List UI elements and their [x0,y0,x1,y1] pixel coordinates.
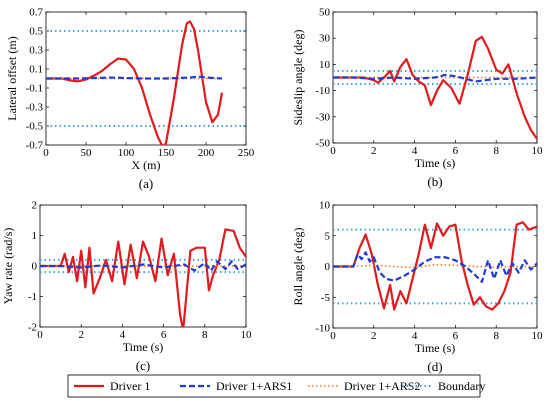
y-axis-label: Yaw rate (rad/s) [1,228,15,305]
x-axis-label: Time (s) [123,340,164,354]
y-axis-label: Sideslip angle (deg) [291,30,305,126]
legend-label: Boundary [438,379,485,393]
x-tick-label: 0 [37,329,43,341]
chart-panel-3: 0 2 4 6 8 10 -2 -1 0 1 2 Time (s) Yaw rate (rad/s) (c… [1,200,252,374]
x-tick-label: 6 [453,145,459,157]
panel-label: (d) [427,359,442,374]
x-tick-label: 2 [371,330,377,342]
chart-panel-4: 0 2 4 6 8 10 -10 -5 0 5 10 Time (s) Roll angle (deg)… [291,200,543,375]
y-tick-label: 5 [325,230,331,242]
x-tick-label: 10 [241,329,253,341]
x-tick-label: 250 [238,147,255,159]
x-tick-label: 0 [330,145,336,157]
x-tick-label: 6 [161,329,167,341]
y-tick-label: 0 [325,261,331,273]
y-axis-label: Roll angle (deg) [291,228,305,306]
legend-label: Driver 1 [110,379,150,393]
x-tick-label: 8 [493,145,499,157]
panel-label: (a) [139,176,153,191]
y-tick-label: 0 [32,261,38,273]
x-axis-label: Time (s) [415,156,456,170]
y-tick-label: -0.1 [26,83,43,95]
x-tick-label: 10 [532,145,544,157]
y-tick-label: 0.5 [29,26,43,38]
legend-label: Driver 1+ARS1 [216,379,292,393]
x-tick-label: 2 [371,145,377,157]
y-tick-label: 30 [319,33,331,45]
series-line-driver1 [333,221,537,311]
x-axis-label: Time (s) [415,341,456,355]
y-tick-label: -2 [28,322,37,334]
legend-box [67,374,481,398]
y-tick-label: 0.7 [29,7,43,19]
x-tick-label: 8 [202,329,208,341]
series-line-driver1 [40,228,246,327]
y-tick-label: 10 [319,59,331,71]
y-tick-label: -5 [321,292,331,304]
y-tick-label: -50 [315,138,330,150]
y-tick-label: 0.3 [29,45,43,57]
y-tick-label: 1 [32,230,38,242]
x-tick-label: 0 [330,330,336,342]
panel-label: (b) [427,174,442,189]
plot-lines [333,221,537,311]
y-tick-label: -1 [28,291,37,303]
y-tick-label: 50 [319,7,331,19]
plot-lines [40,228,246,327]
chart-panel-2: 0 2 4 6 8 10 -50 -30 -10 10 30 50 Time (s) Sideslip a… [291,7,543,190]
x-tick-label: 0 [43,147,49,159]
x-tick-label: 50 [81,147,93,159]
series-line-ars1 [46,75,223,80]
y-tick-label: -0.7 [26,140,44,152]
x-tick-label: 4 [120,329,126,341]
x-tick-label: 4 [412,330,418,342]
y-tick-label: -0.5 [26,121,44,133]
y-tick-label: 10 [319,200,331,212]
chart-panel-1: 0 50 100 150 200 250 -0.7 -0.5 -0.3 -0.1 0.1 0.3 0.5… [5,7,255,192]
x-tick-label: 150 [158,147,175,159]
legend-label: Driver 1+ARS2 [344,379,420,393]
plot-area [332,204,538,329]
plot-lines [46,20,246,145]
series-line-ars1 [333,251,537,283]
y-tick-label: -10 [315,85,330,97]
y-axis-label: Lateral offset (m) [5,36,19,120]
y-tick-label: -10 [315,323,330,335]
y-tick-label: -30 [315,111,330,123]
x-tick-label: 200 [198,147,215,159]
plot-lines [333,35,537,140]
x-axis-label: X (m) [132,158,161,172]
x-tick-label: 100 [118,147,135,159]
series-line-ars1 [333,73,537,83]
x-tick-label: 10 [532,330,544,342]
x-tick-label: 6 [453,330,459,342]
x-tick-label: 2 [78,329,84,341]
y-tick-label: 0.1 [29,64,43,76]
y-tick-label: 2 [32,200,38,212]
x-tick-label: 8 [493,330,499,342]
x-tick-label: 4 [412,145,418,157]
legend: Driver 1 Driver 1+ARS1 Driver 1+ARS2 Bounda… [67,374,485,398]
panel-label: (c) [136,358,150,373]
y-tick-label: -0.3 [26,102,44,114]
